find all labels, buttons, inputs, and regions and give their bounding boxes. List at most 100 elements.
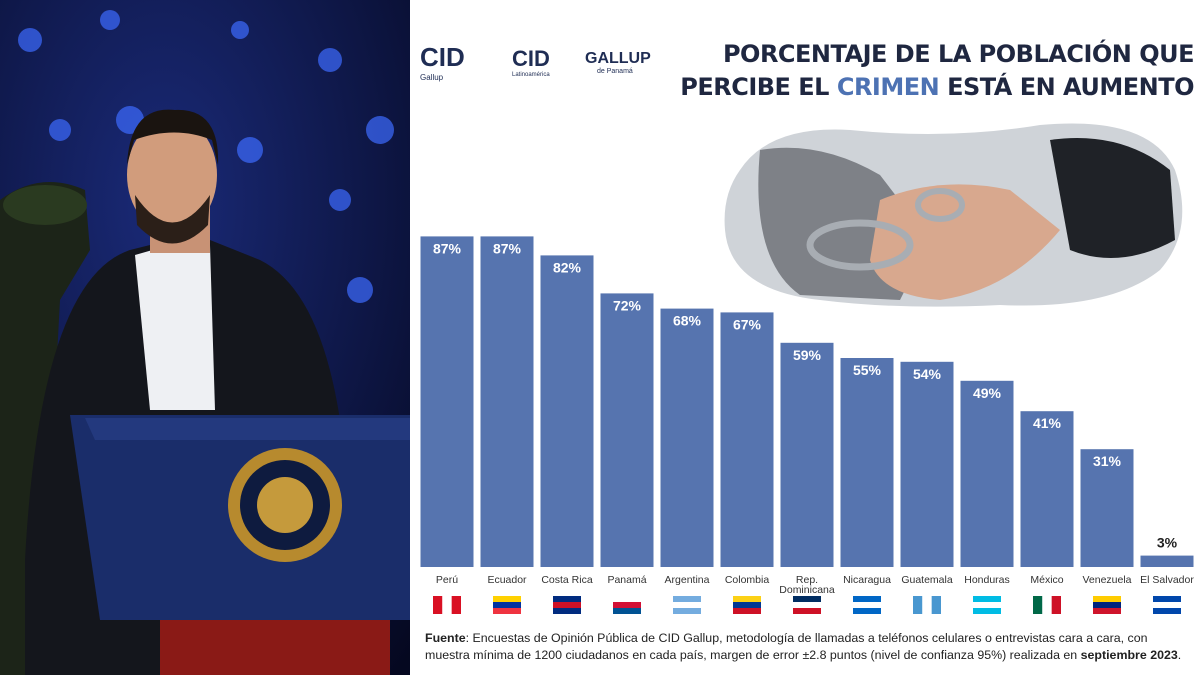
logo-subtext: de Panamá — [597, 68, 633, 75]
chart-title: PORCENTAJE DE LA POBLACIÓN QUE PERCIBE E… — [680, 38, 1194, 104]
bar — [900, 361, 954, 567]
flag-stripe — [673, 602, 701, 608]
bar — [1020, 411, 1074, 567]
value-label: 41% — [1033, 415, 1062, 431]
bar — [660, 308, 714, 567]
value-label: 67% — [733, 316, 762, 332]
category-label: Rep. Dominicana — [779, 574, 835, 596]
title-text: PORCENTAJE DE LA POBLACIÓN QUE — [722, 40, 1195, 68]
bar — [1140, 555, 1194, 567]
logo-text: CID — [420, 42, 465, 72]
value-label: 68% — [673, 313, 702, 329]
logo-subtext: Gallup — [420, 73, 444, 82]
source-note: Fuente: Encuestas de Opinión Pública de … — [425, 630, 1195, 664]
bar — [600, 293, 654, 567]
flag-stripe — [853, 608, 881, 614]
value-label: 87% — [493, 240, 522, 256]
flag-stripe — [613, 608, 641, 614]
value-label: 72% — [613, 297, 642, 313]
title-highlight: CRIMEN — [836, 73, 940, 101]
flag-stripe — [853, 596, 881, 602]
bar — [540, 255, 594, 567]
value-label: 55% — [853, 362, 882, 378]
bar — [840, 358, 894, 567]
flag-stripe — [733, 608, 761, 614]
flag-stripe — [793, 602, 821, 608]
value-label: 31% — [1093, 453, 1122, 469]
flag-stripe — [1033, 596, 1043, 614]
flag-stripe — [793, 596, 821, 602]
logo: CID Latinoamérica — [512, 46, 550, 78]
category-label: Perú — [435, 574, 459, 586]
flag-stripe — [1051, 596, 1061, 614]
flag-stripe — [1153, 608, 1181, 614]
source-text: : Encuestas de Opinión Pública de CID Ga… — [425, 631, 1148, 662]
title-text: PERCIBE EL — [680, 73, 837, 101]
flag-stripe — [931, 596, 941, 614]
category-label: México — [1030, 574, 1064, 586]
flag-stripe — [673, 608, 701, 614]
flag-stripe — [553, 596, 581, 602]
flag-stripe — [973, 608, 1001, 614]
bar — [960, 380, 1014, 567]
flag-stripe — [451, 596, 461, 614]
flag-stripe — [1153, 596, 1181, 602]
flag-stripe — [442, 596, 452, 614]
value-label: 82% — [553, 259, 582, 275]
flag-stripe — [493, 596, 521, 602]
flag-stripe — [553, 602, 581, 608]
logo-text: GALLUP — [585, 50, 651, 67]
flag-stripe — [1153, 602, 1181, 608]
flag-stripe — [1093, 608, 1121, 614]
flag-stripe — [973, 602, 1001, 608]
category-label: Guatemala — [901, 574, 953, 586]
flag-stripe — [733, 596, 761, 602]
source-text: . — [1177, 648, 1182, 662]
flag-stripe — [973, 596, 1001, 602]
category-label: El Salvador — [1140, 574, 1194, 586]
category-label: Ecuador — [487, 574, 527, 586]
flag-stripe — [922, 596, 932, 614]
category-label: Venezuela — [1082, 574, 1132, 586]
flag-stripe — [613, 602, 641, 608]
handcuff-photo — [724, 123, 1183, 307]
category-label: Argentina — [664, 574, 710, 586]
flag-stripe — [1093, 596, 1121, 602]
bar — [780, 342, 834, 567]
flag-stripe — [613, 596, 641, 602]
flag-stripe — [493, 602, 521, 608]
flag-stripe — [493, 608, 521, 614]
logo-subtext: Latinoamérica — [512, 72, 550, 78]
flag-stripe — [553, 608, 581, 614]
flag-stripe — [733, 602, 761, 608]
logo-text: CID — [512, 46, 550, 71]
flag-stripe — [433, 596, 443, 614]
category-label: Colombia — [724, 574, 770, 586]
category-label: Costa Rica — [541, 574, 593, 586]
source-label: Fuente — [425, 631, 466, 645]
bar — [720, 312, 774, 567]
flag-stripe — [1093, 602, 1121, 608]
value-label: 59% — [793, 347, 822, 363]
category-label: Panamá — [607, 574, 647, 586]
bar — [1080, 449, 1134, 567]
value-label: 49% — [973, 385, 1002, 401]
category-label: Honduras — [964, 574, 1010, 586]
value-label: 3% — [1157, 535, 1178, 551]
source-date: septiembre 2023 — [1080, 648, 1178, 662]
title-text: ESTÁ EN AUMENTO — [939, 73, 1194, 101]
value-label: 54% — [913, 366, 942, 382]
logo: GALLUP de Panamá — [585, 50, 651, 75]
bar — [420, 236, 474, 567]
logo: CID Gallup — [420, 42, 465, 82]
flag-stripe — [793, 608, 821, 614]
flag-stripe — [853, 602, 881, 608]
flag-stripe — [913, 596, 923, 614]
value-label: 87% — [433, 240, 462, 256]
bar — [480, 236, 534, 567]
photo — [0, 0, 410, 675]
flag-stripe — [673, 596, 701, 602]
flag-stripe — [1042, 596, 1052, 614]
